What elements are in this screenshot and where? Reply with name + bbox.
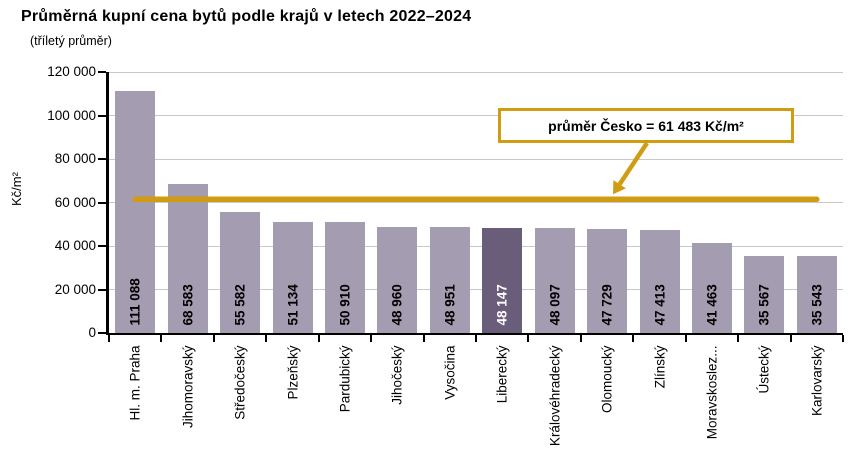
bar [377,226,418,333]
x-category-label: Středočeský [232,345,248,420]
bar-value-label: 55 582 [232,283,248,325]
x-category-label: Ústecký [756,345,772,394]
x-category-label: Zlínský [652,345,667,388]
bar [534,228,575,333]
x-axis-tick [317,335,320,342]
x-category-label: Moravskoslez... [704,345,720,439]
gridline [109,115,843,116]
bar [587,229,628,333]
bar [639,229,680,333]
bar-value-label: 48 097 [547,283,563,325]
y-axis-tick [98,71,106,73]
x-category-label: Hl. m. Praha [127,345,143,421]
y-tick-label: 0 [88,325,96,340]
y-axis-tick [98,288,106,291]
y-tick-label: 80 000 [54,151,96,166]
y-tick-label: 120 000 [47,64,96,79]
bar [482,228,523,333]
bar [272,221,313,333]
x-axis-tick [212,335,215,342]
x-category-label: Olomoucký [599,345,615,413]
y-axis-tick [98,332,106,334]
y-axis-tick [98,114,106,117]
x-axis-tick [789,335,792,342]
x-axis-tick [842,335,844,342]
bar [167,183,208,333]
x-category-label: Karlovarský [809,345,825,416]
x-axis-tick [737,335,740,342]
x-axis-tick [579,335,582,342]
x-axis-tick [475,335,477,342]
x-category-label: Vysočina [442,345,458,400]
x-category-label: Královéhradecký [547,345,563,446]
chart-subtitle: (tříletý průměr) [30,34,112,48]
bar [744,255,785,333]
x-category-label: Liberecký [494,345,510,403]
chart-title: Průměrná kupní cena bytů podle krajů v l… [21,8,472,25]
bar [115,91,156,333]
gridline [109,289,843,290]
x-category-label: Jihomoravský [180,345,196,428]
y-axis-tick [98,245,106,247]
bar-value-label: 51 134 [285,283,300,325]
y-axis-tick [98,201,106,204]
x-axis-line [106,333,843,335]
bar-value-label: 111 088 [127,277,143,325]
bar-value-label: 68 583 [180,283,196,325]
average-callout-text: průměr Česko = 61 483 Kč/m² [548,117,744,134]
y-axis-line [106,72,109,335]
y-tick-label: 100 000 [47,107,96,123]
gridline [109,158,843,160]
bar-value-label: 47 729 [599,283,615,325]
average-callout: průměr Česko = 61 483 Kč/m² [498,108,794,143]
bar [796,255,837,333]
x-axis-tick [527,335,530,342]
y-axis-tick [98,158,106,160]
x-axis-tick [108,335,110,342]
bar [429,226,470,333]
bar-value-label: 35 543 [809,283,825,325]
x-category-label: Pardubický [337,345,353,412]
bar-value-label: 35 567 [756,283,772,325]
y-tick-label: 20 000 [54,281,96,297]
bar-value-label: 41 463 [704,283,720,325]
bar-value-label: 48 960 [389,283,405,325]
x-axis-tick [632,335,635,342]
x-axis-tick [160,335,163,342]
y-tick-label: 60 000 [54,194,96,210]
gridline [109,245,843,247]
gridline [109,202,843,203]
bar-value-label: 48 951 [442,283,458,325]
bar [324,222,365,333]
x-axis-tick [265,335,268,342]
x-category-label: Plzeňský [285,345,300,400]
bar-value-label: 48 147 [494,283,510,325]
bar-value-label: 47 413 [652,283,667,325]
bar-value-label: 50 910 [337,283,353,325]
x-axis-tick [684,335,687,342]
x-axis-tick [422,335,425,342]
x-category-label: Jihočeský [389,345,405,405]
y-tick-label: 40 000 [54,238,96,253]
bar [220,212,261,333]
x-axis-tick [370,335,373,342]
bar [691,242,732,333]
gridline [109,71,843,73]
